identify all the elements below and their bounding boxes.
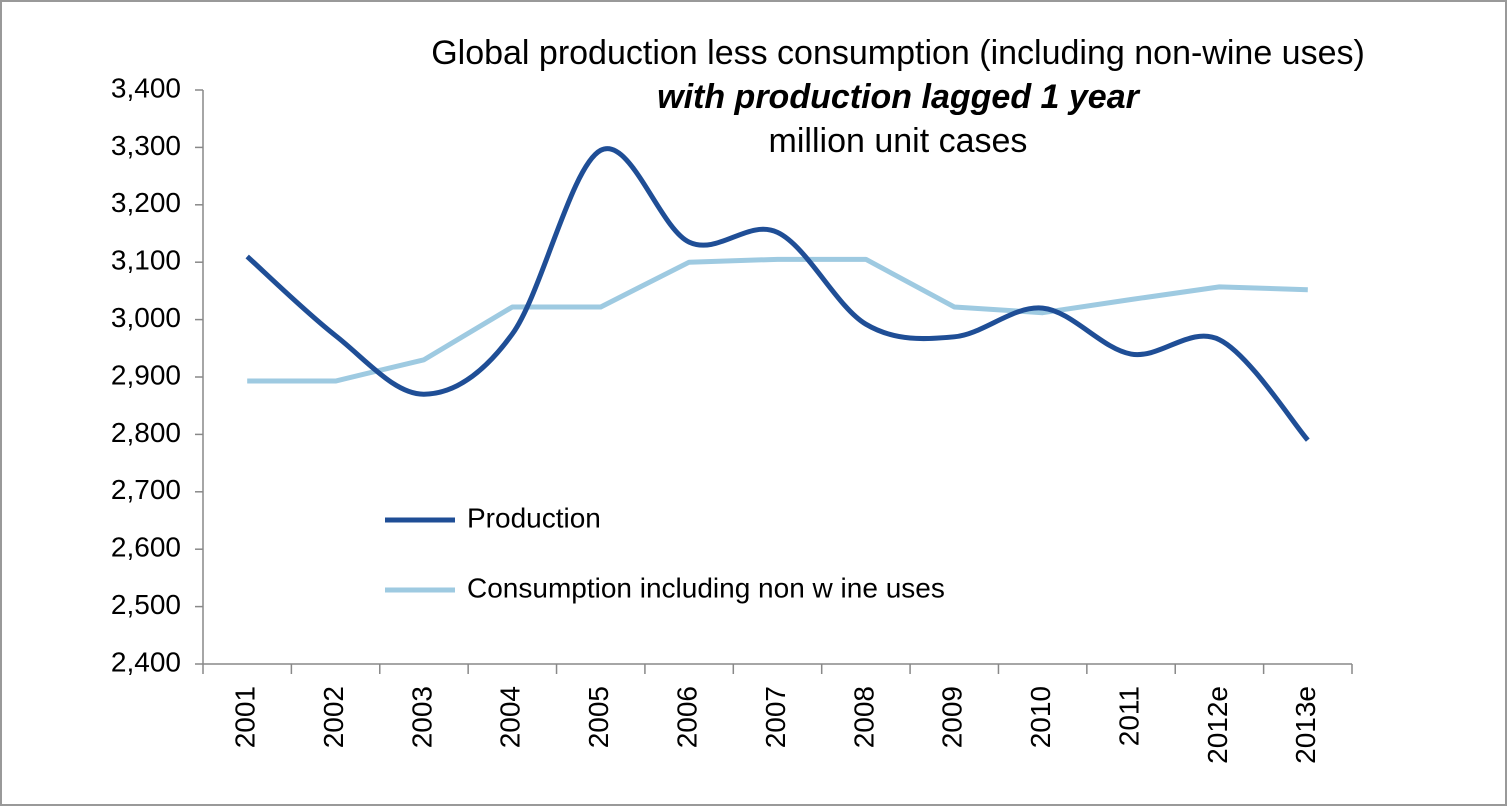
series-line [247,256,1308,384]
legend-label: Production [467,502,601,533]
x-tick-label: 2012e [1202,686,1233,764]
x-tick-label: 2002 [318,686,349,748]
y-tick-label: 2,500 [111,589,181,620]
x-tick-label: 2010 [1025,686,1056,748]
y-tick-label: 2,900 [111,359,181,390]
chart-units: million unit cases [769,122,1028,160]
x-tick-label: 2011 [1113,686,1144,746]
chart-title: Global production less consumption (incl… [431,34,1365,72]
series-line [245,146,1310,442]
y-tick-label: 3,200 [111,187,181,218]
legend-label: Consumption including non w ine uses [467,572,945,603]
x-tick-label: 2009 [937,686,968,748]
y-tick-label: 2,800 [111,417,181,448]
y-tick-label: 3,000 [111,302,181,333]
y-tick-label: 3,300 [111,130,181,161]
x-tick-label: 2013e [1290,686,1321,764]
x-tick-label: 2007 [760,686,791,748]
y-tick-label: 3,100 [111,245,181,276]
y-tick-label: 2,400 [111,646,181,677]
x-tick-label: 2003 [406,686,437,748]
x-tick-label: 2001 [230,686,261,748]
y-tick-label: 2,700 [111,474,181,505]
x-tick-label: 2006 [672,686,703,748]
x-tick-label: 2005 [583,686,614,748]
y-tick-label: 3,400 [111,72,181,103]
y-tick-label: 2,600 [111,532,181,563]
x-tick-label: 2008 [848,686,879,748]
chart-subtitle: with production lagged 1 year [657,78,1140,116]
x-tick-label: 2004 [495,686,526,748]
